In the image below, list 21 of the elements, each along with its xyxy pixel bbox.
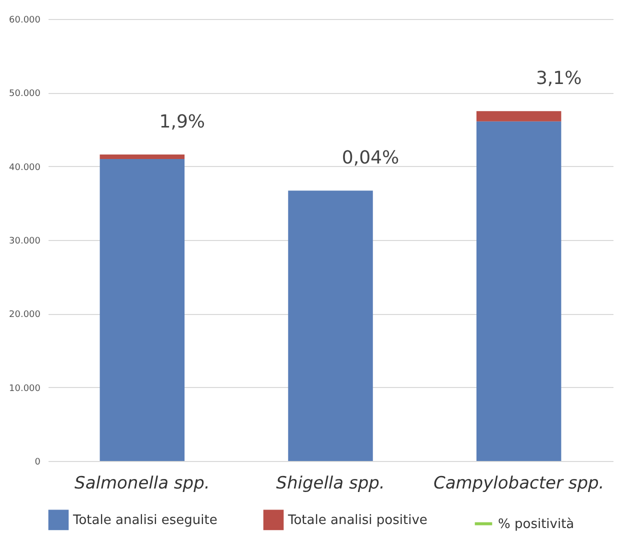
y-tick-label: 40.000	[9, 162, 41, 173]
x-tick-label: Shigella spp.	[276, 474, 385, 494]
x-tick-label: Salmonella spp.	[74, 474, 210, 494]
y-tick-label: 30.000	[9, 236, 41, 246]
y-tick-label: 10.000	[9, 384, 41, 394]
bar	[288, 190, 373, 461]
y-tick-label: 50.000	[9, 89, 41, 100]
x-tick-label: Campylobacter spp.	[433, 474, 604, 494]
annotation: 0,04%	[342, 148, 400, 169]
legend-label: % positività	[498, 516, 574, 532]
annotation: 1,9%	[159, 112, 206, 133]
y-tick-label: 20.000	[9, 310, 41, 320]
annotation: 3,1%	[536, 68, 582, 90]
bar	[100, 154, 185, 159]
bar	[100, 158, 185, 461]
y-tick-label: 0	[34, 458, 41, 468]
y-tick-label: 60.000	[9, 16, 41, 26]
legend-label: Totale analisi positive	[287, 512, 428, 528]
bar	[476, 121, 562, 461]
bar	[476, 111, 562, 122]
legend-label: Totale analisi eseguite	[72, 512, 218, 528]
